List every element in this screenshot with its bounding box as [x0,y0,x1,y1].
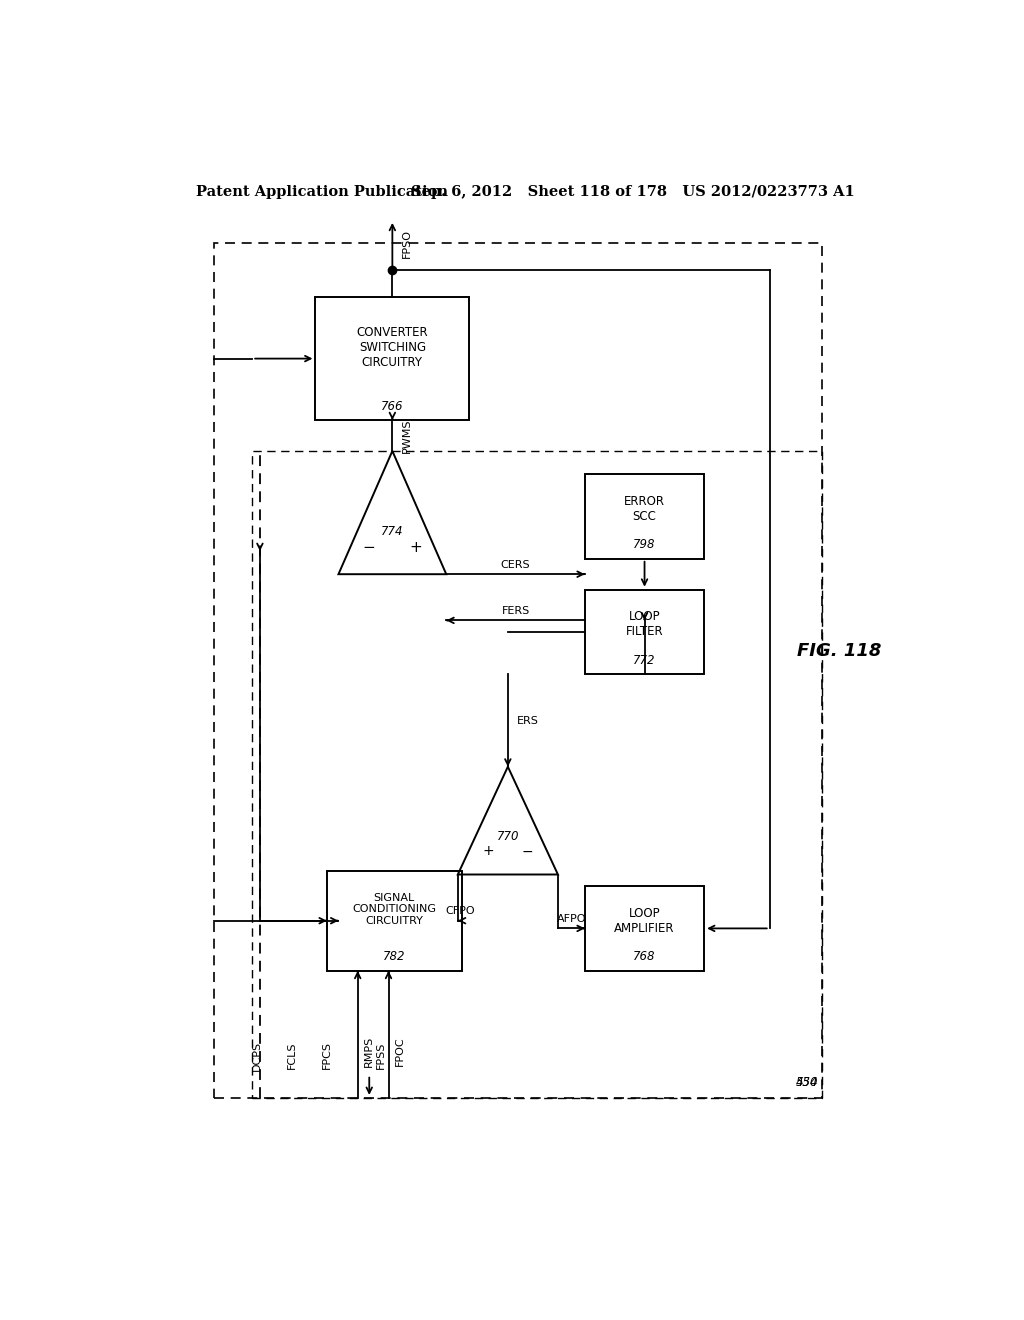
Text: PWMS: PWMS [401,418,412,453]
Text: FIG. 118: FIG. 118 [797,643,881,660]
Bar [585,474,705,558]
Text: LOOP
AMPLIFIER: LOOP AMPLIFIER [614,907,675,935]
Text: LOOP
FILTER: LOOP FILTER [626,610,664,639]
Text: FERS: FERS [502,606,529,616]
Bar [252,451,822,1098]
Text: FPSS: FPSS [376,1041,385,1069]
Text: 770: 770 [497,829,519,842]
Text: 534: 534 [796,1076,818,1089]
Bar [315,297,469,420]
Text: −: − [521,845,532,858]
Text: 766: 766 [381,400,403,413]
Bar [585,590,705,675]
Text: +: + [409,540,422,554]
Bar [214,243,822,1098]
Text: 768: 768 [633,950,655,964]
Text: RMPS: RMPS [364,1036,374,1068]
Text: DCPS: DCPS [252,1040,262,1071]
Text: SIGNAL
CONDITIONING
CIRCUITRY: SIGNAL CONDITIONING CIRCUITRY [352,892,436,925]
Text: ERROR
SCC: ERROR SCC [624,495,665,523]
Text: +: + [482,845,495,858]
Text: 450: 450 [796,1076,818,1089]
Text: FPOC: FPOC [394,1036,404,1067]
Text: 798: 798 [633,539,655,552]
Text: 774: 774 [381,525,403,539]
Text: FCLS: FCLS [287,1041,297,1069]
Text: FPSO: FPSO [401,228,412,257]
Text: Patent Application Publication: Patent Application Publication [196,185,449,199]
Bar [585,886,705,970]
Text: FPCS: FPCS [322,1041,332,1069]
Text: CONVERTER
SWITCHING
CIRCUITRY: CONVERTER SWITCHING CIRCUITRY [356,326,428,368]
Text: −: − [362,540,376,554]
Bar [327,871,462,970]
Text: CERS: CERS [501,560,530,570]
Text: 782: 782 [383,950,406,964]
Text: ERS: ERS [517,715,539,726]
Text: AFPO: AFPO [557,915,586,924]
Text: 772: 772 [633,653,655,667]
Text: Sep. 6, 2012   Sheet 118 of 178   US 2012/0223773 A1: Sep. 6, 2012 Sheet 118 of 178 US 2012/02… [411,185,854,199]
Text: CFPO: CFPO [444,907,474,916]
